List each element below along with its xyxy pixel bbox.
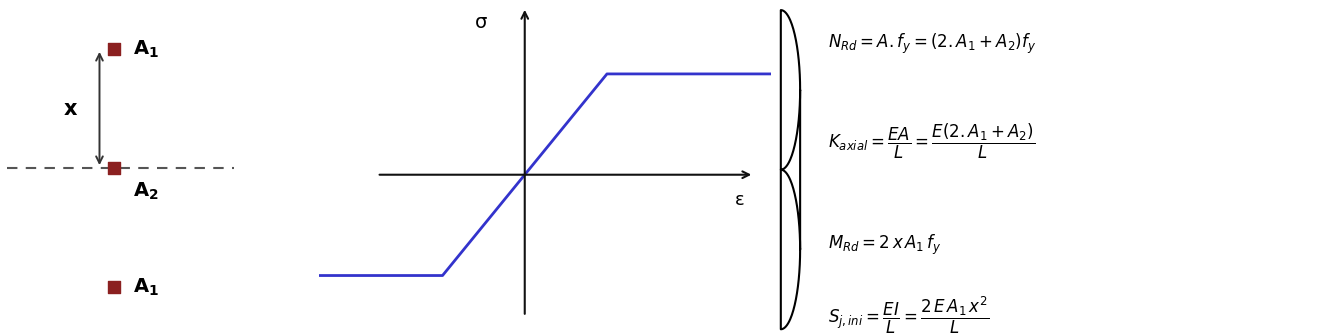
Text: $M_{Rd} = 2\, x\, A_1\, f_y$: $M_{Rd} = 2\, x\, A_1\, f_y$: [827, 233, 942, 257]
Text: $S_{j,ini} = \dfrac{EI}{L} = \dfrac{2\, E\, A_1\, x^2}{L}$: $S_{j,ini} = \dfrac{EI}{L} = \dfrac{2\, …: [827, 295, 990, 336]
Point: [104, 46, 125, 52]
Text: $\mathbf{A_2}$: $\mathbf{A_2}$: [133, 181, 158, 203]
Text: $\mathbf{A_1}$: $\mathbf{A_1}$: [133, 38, 160, 60]
Point: [104, 284, 125, 290]
Text: $N_{Rd} = A.f_y = \left(2.A_1 + A_2\right)f_y$: $N_{Rd} = A.f_y = \left(2.A_1 + A_2\righ…: [827, 32, 1036, 56]
Point: [104, 165, 125, 171]
Text: x: x: [64, 99, 77, 119]
Text: σ: σ: [475, 13, 487, 32]
Text: $K_{axial} = \dfrac{EA}{L} = \dfrac{E\left(2.A_1 + A_2\right)}{L}$: $K_{axial} = \dfrac{EA}{L} = \dfrac{E\le…: [827, 122, 1035, 161]
Text: ε: ε: [734, 191, 745, 209]
Text: $\mathbf{A_1}$: $\mathbf{A_1}$: [133, 276, 160, 298]
